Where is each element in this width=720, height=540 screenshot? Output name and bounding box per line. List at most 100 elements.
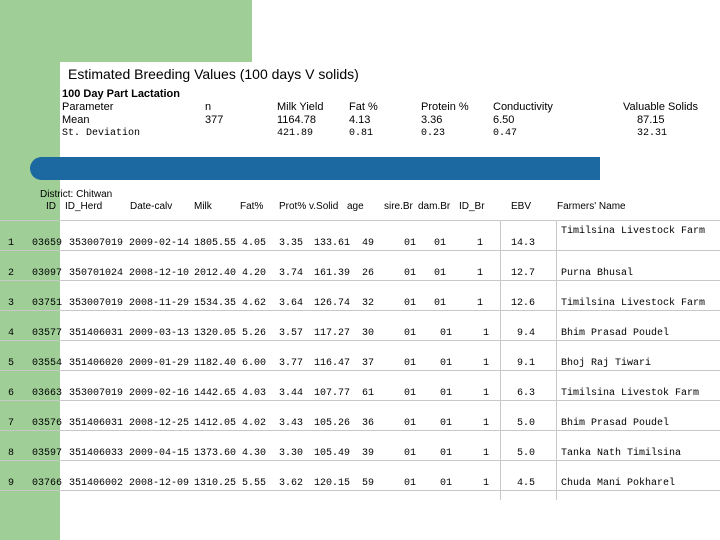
summary-protein-mean: 3.36: [421, 114, 443, 126]
row-divider: [0, 340, 720, 341]
summary-n-mean: 377: [205, 114, 224, 126]
summary-col-conductivity: Conductivity: [493, 101, 553, 113]
date-cell: 2008-12-09: [129, 478, 190, 489]
id-cell: 03663: [32, 388, 63, 399]
id-br-cell: 1: [477, 268, 484, 279]
sire-br-cell: 01: [404, 268, 417, 279]
summary-protein-sd: 0.23: [421, 128, 446, 139]
ebv-cell: 5.0: [517, 418, 536, 429]
milk-cell: 1412.05: [194, 418, 237, 429]
dam-br-cell: 01: [434, 238, 447, 249]
table-row: 1 03659 353007019 2009-02-14 1805.55 4.05 3.35…: [0, 226, 720, 258]
dam-br-cell: 01: [434, 268, 447, 279]
header-age: age: [347, 201, 364, 212]
summary-label-sd: St. Deviation: [62, 128, 141, 139]
ebv-cell: 4.5: [517, 478, 536, 489]
vsolid-cell: 126.74: [314, 298, 351, 309]
age-cell: 36: [362, 418, 375, 429]
id-br-cell: 1: [477, 298, 484, 309]
date-cell: 2008-12-10: [129, 268, 190, 279]
dam-br-cell: 01: [434, 298, 447, 309]
row-divider: [0, 250, 720, 251]
milk-cell: 1442.65: [194, 388, 237, 399]
rank-cell: 3: [8, 298, 15, 309]
milk-cell: 1320.05: [194, 328, 237, 339]
date-cell: 2009-03-13: [129, 328, 190, 339]
vsolid-cell: 161.39: [314, 268, 351, 279]
row-divider: [0, 430, 720, 431]
farmer-name-cell: Chuda Mani Pokharel: [561, 478, 676, 489]
vsolid-cell: 133.61: [314, 238, 351, 249]
farmer-name-cell: Tanka Nath Timilsina: [561, 448, 682, 459]
farmer-name-cell: Bhim Prasad Poudel: [561, 328, 670, 339]
rank-cell: 6: [8, 388, 15, 399]
table-top-line: [0, 220, 720, 221]
farmer-name-cell: Timilsina Livestock Farm: [561, 298, 706, 309]
blue-divider-bar: [30, 157, 600, 180]
row-divider: [0, 280, 720, 281]
id-cell: 03576: [32, 418, 63, 429]
farmer-name-cell: Timilsina Livestock Farm: [561, 226, 706, 237]
age-cell: 37: [362, 358, 375, 369]
header-id-herd: ID_Herd: [65, 201, 103, 212]
table-row: 2 03097 350701024 2008-12-10 2012.40 4.20 3.74…: [0, 258, 720, 288]
prot-cell: 3.74: [279, 268, 304, 279]
ebv-cell: 9.4: [517, 328, 536, 339]
dam-br-cell: 01: [440, 478, 453, 489]
header-date-calv: Date-calv: [130, 201, 173, 212]
prot-cell: 3.57: [279, 328, 304, 339]
date-cell: 2009-04-15: [129, 448, 190, 459]
summary-fat-mean: 4.13: [349, 114, 371, 126]
fat-cell: 4.05: [242, 238, 267, 249]
table-row: 9 03766 351406002 2008-12-09 1310.25 5.55 3.62…: [0, 468, 720, 498]
id-cell: 03554: [32, 358, 63, 369]
summary-col-protein: Protein %: [421, 101, 469, 113]
fat-cell: 4.03: [242, 388, 267, 399]
row-divider: [0, 490, 720, 491]
summary-conductivity-mean: 6.50: [493, 114, 515, 126]
herd-cell: 353007019: [69, 238, 124, 249]
date-cell: 2008-12-25: [129, 418, 190, 429]
id-br-cell: 1: [483, 418, 490, 429]
sire-br-cell: 01: [404, 448, 417, 459]
sire-br-cell: 01: [404, 238, 417, 249]
farmer-name-cell: Purna Bhusal: [561, 268, 634, 279]
fat-cell: 5.55: [242, 478, 267, 489]
herd-cell: 351406020: [69, 358, 124, 369]
id-br-cell: 1: [477, 238, 484, 249]
summary-col-n: n: [205, 101, 212, 113]
table-row: 8 03597 351406033 2009-04-15 1373.60 4.30 3.30…: [0, 438, 720, 468]
farmer-name-cell: Timilsina Livestok Farm: [561, 388, 700, 399]
id-cell: 03597: [32, 448, 63, 459]
row-divider: [0, 460, 720, 461]
header-farmers-name: Farmers' Name: [557, 201, 626, 212]
age-cell: 32: [362, 298, 375, 309]
vsolid-cell: 116.47: [314, 358, 351, 369]
fat-cell: 4.30: [242, 448, 267, 459]
table-row: 4 03577 351406031 2009-03-13 1320.05 5.26 3.57…: [0, 318, 720, 348]
dam-br-cell: 01: [440, 388, 453, 399]
header-id: ID: [46, 201, 56, 212]
summary-milk-sd: 421.89: [277, 128, 314, 139]
dam-br-cell: 01: [440, 328, 453, 339]
fat-cell: 5.26: [242, 328, 267, 339]
table-row: 6 03663 353007019 2009-02-16 1442.65 4.03 3.44…: [0, 378, 720, 408]
vsolid-cell: 120.15: [314, 478, 351, 489]
id-br-cell: 1: [483, 478, 490, 489]
prot-cell: 3.30: [279, 448, 304, 459]
page-title: Estimated Breeding Values (100 days V so…: [68, 66, 359, 82]
prot-cell: 3.77: [279, 358, 304, 369]
vsolid-cell: 105.26: [314, 418, 351, 429]
milk-cell: 1534.35: [194, 298, 237, 309]
age-cell: 59: [362, 478, 375, 489]
milk-cell: 1310.25: [194, 478, 237, 489]
rank-cell: 7: [8, 418, 15, 429]
date-cell: 2008-11-29: [129, 298, 190, 309]
fat-cell: 4.20: [242, 268, 267, 279]
rank-cell: 5: [8, 358, 15, 369]
table-row: 3 03751 353007019 2008-11-29 1534.35 4.62 3.64…: [0, 288, 720, 318]
prot-cell: 3.35: [279, 238, 304, 249]
summary-conductivity-sd: 0.47: [493, 128, 518, 139]
header-sire-br: sire.Br: [384, 201, 413, 212]
id-br-cell: 1: [483, 388, 490, 399]
